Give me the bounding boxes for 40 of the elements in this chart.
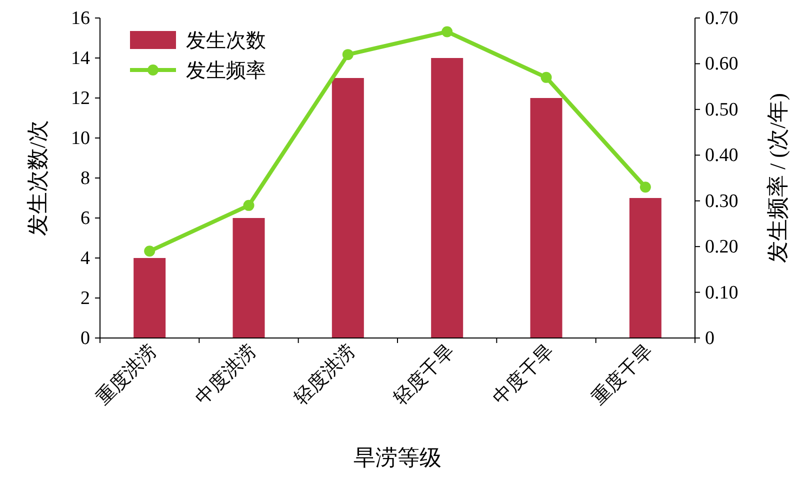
y2-tick-label: 0.20 <box>705 236 738 258</box>
y-tick-label: 8 <box>80 168 90 189</box>
point <box>144 246 156 257</box>
point <box>540 72 552 83</box>
y2-axis-title: 发生频率 / (次/年) <box>765 93 790 263</box>
point <box>442 26 453 38</box>
y2-tick-label: 0.60 <box>705 54 738 75</box>
legend-label: 发生频率 <box>186 60 266 82</box>
y-tick-label: 6 <box>80 208 90 229</box>
x-tick-label: 中度干旱 <box>488 340 558 410</box>
x-axis-title: 旱涝等级 <box>354 445 442 470</box>
bar <box>530 98 562 338</box>
bar <box>232 218 265 338</box>
x-tick-label: 重度洪涝 <box>92 340 162 410</box>
y-tick-label: 14 <box>71 48 90 69</box>
point <box>243 200 254 211</box>
x-tick-label: 轻度洪涝 <box>290 340 360 410</box>
bar <box>332 78 364 338</box>
x-tick-label: 中度洪涝 <box>190 340 260 410</box>
y-tick-label: 16 <box>71 8 90 29</box>
legend-label: 发生次数 <box>186 30 266 52</box>
point <box>342 49 354 60</box>
y2-tick-label: 0.30 <box>705 190 738 212</box>
bar <box>134 258 166 338</box>
y-tick-label: 4 <box>80 248 90 269</box>
x-tick-label: 重度干旱 <box>588 340 657 410</box>
y-tick-label: 2 <box>80 288 90 309</box>
y2-tick-label: 0.70 <box>705 8 738 29</box>
y-axis-title: 发生次数/次 <box>25 120 50 236</box>
y2-tick-label: 0.40 <box>705 145 738 166</box>
bar <box>629 198 662 338</box>
x-tick-label: 轻度干旱 <box>389 340 459 410</box>
point <box>640 182 651 193</box>
y2-tick-label: 0.10 <box>705 282 738 304</box>
y-tick-label: 10 <box>71 128 90 149</box>
bar <box>431 58 464 338</box>
y2-tick-label: 0 <box>705 328 714 349</box>
y-tick-label: 12 <box>71 88 90 109</box>
y-tick-label: 0 <box>80 328 90 349</box>
y2-tick-label: 0.50 <box>705 99 738 120</box>
